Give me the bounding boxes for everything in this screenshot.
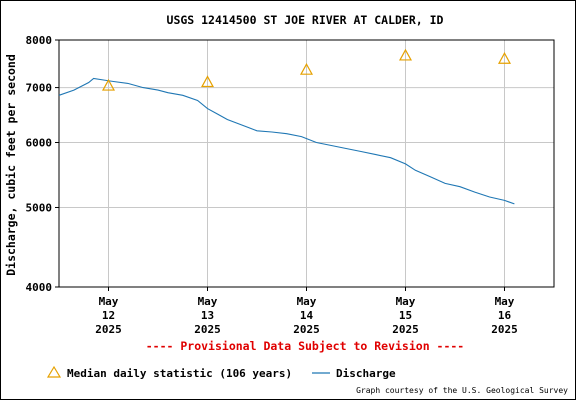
- x-tick-date: 12: [102, 309, 115, 322]
- x-tick-month: May: [198, 295, 218, 308]
- x-tick-month: May: [297, 295, 317, 308]
- median-point: [101, 78, 116, 91]
- legend: Median daily statistic (106 years) Disch…: [46, 365, 396, 380]
- grid-lines: [55, 39, 554, 291]
- x-tick-date: 16: [498, 309, 512, 322]
- discharge-legend-label: Discharge: [336, 367, 396, 380]
- x-tick-date: 14: [300, 309, 314, 322]
- median-point: [299, 62, 314, 75]
- median-point: [497, 51, 512, 64]
- y-tick-label: 7000: [26, 82, 53, 95]
- x-tick-year: 2025: [194, 323, 221, 336]
- x-tick-month: May: [99, 295, 119, 308]
- series-layer: [58, 48, 515, 205]
- median-point: [200, 75, 215, 88]
- median-legend-marker: [46, 365, 62, 378]
- x-tick-date: 15: [399, 309, 412, 322]
- x-tick-labels: May122025May132025May142025May152025May1…: [95, 295, 518, 336]
- y-tick-label: 5000: [26, 201, 53, 214]
- x-tick-month: May: [396, 295, 416, 308]
- y-tick-labels: 4000 5000 6000 7000 8000: [26, 34, 53, 294]
- y-tick-label: 4000: [26, 281, 53, 294]
- x-tick-year: 2025: [392, 323, 419, 336]
- x-tick-year: 2025: [491, 323, 518, 336]
- y-tick-label: 6000: [26, 137, 53, 150]
- credit-text: Graph courtesy of the U.S. Geological Su…: [356, 386, 568, 395]
- x-tick-year: 2025: [95, 323, 122, 336]
- x-tick-date: 13: [201, 309, 214, 322]
- chart-title: USGS 12414500 ST JOE RIVER AT CALDER, ID: [167, 13, 444, 27]
- x-tick-month: May: [495, 295, 515, 308]
- median-point: [398, 48, 413, 61]
- y-axis-label: Discharge, cubic feet per second: [4, 54, 18, 276]
- plot-area: [58, 39, 555, 288]
- provisional-notice: ---- Provisional Data Subject to Revisio…: [146, 339, 465, 353]
- median-legend-label: Median daily statistic (106 years): [67, 367, 292, 380]
- discharge-line: [58, 77, 515, 205]
- y-tick-label: 8000: [26, 34, 53, 47]
- x-tick-year: 2025: [293, 323, 320, 336]
